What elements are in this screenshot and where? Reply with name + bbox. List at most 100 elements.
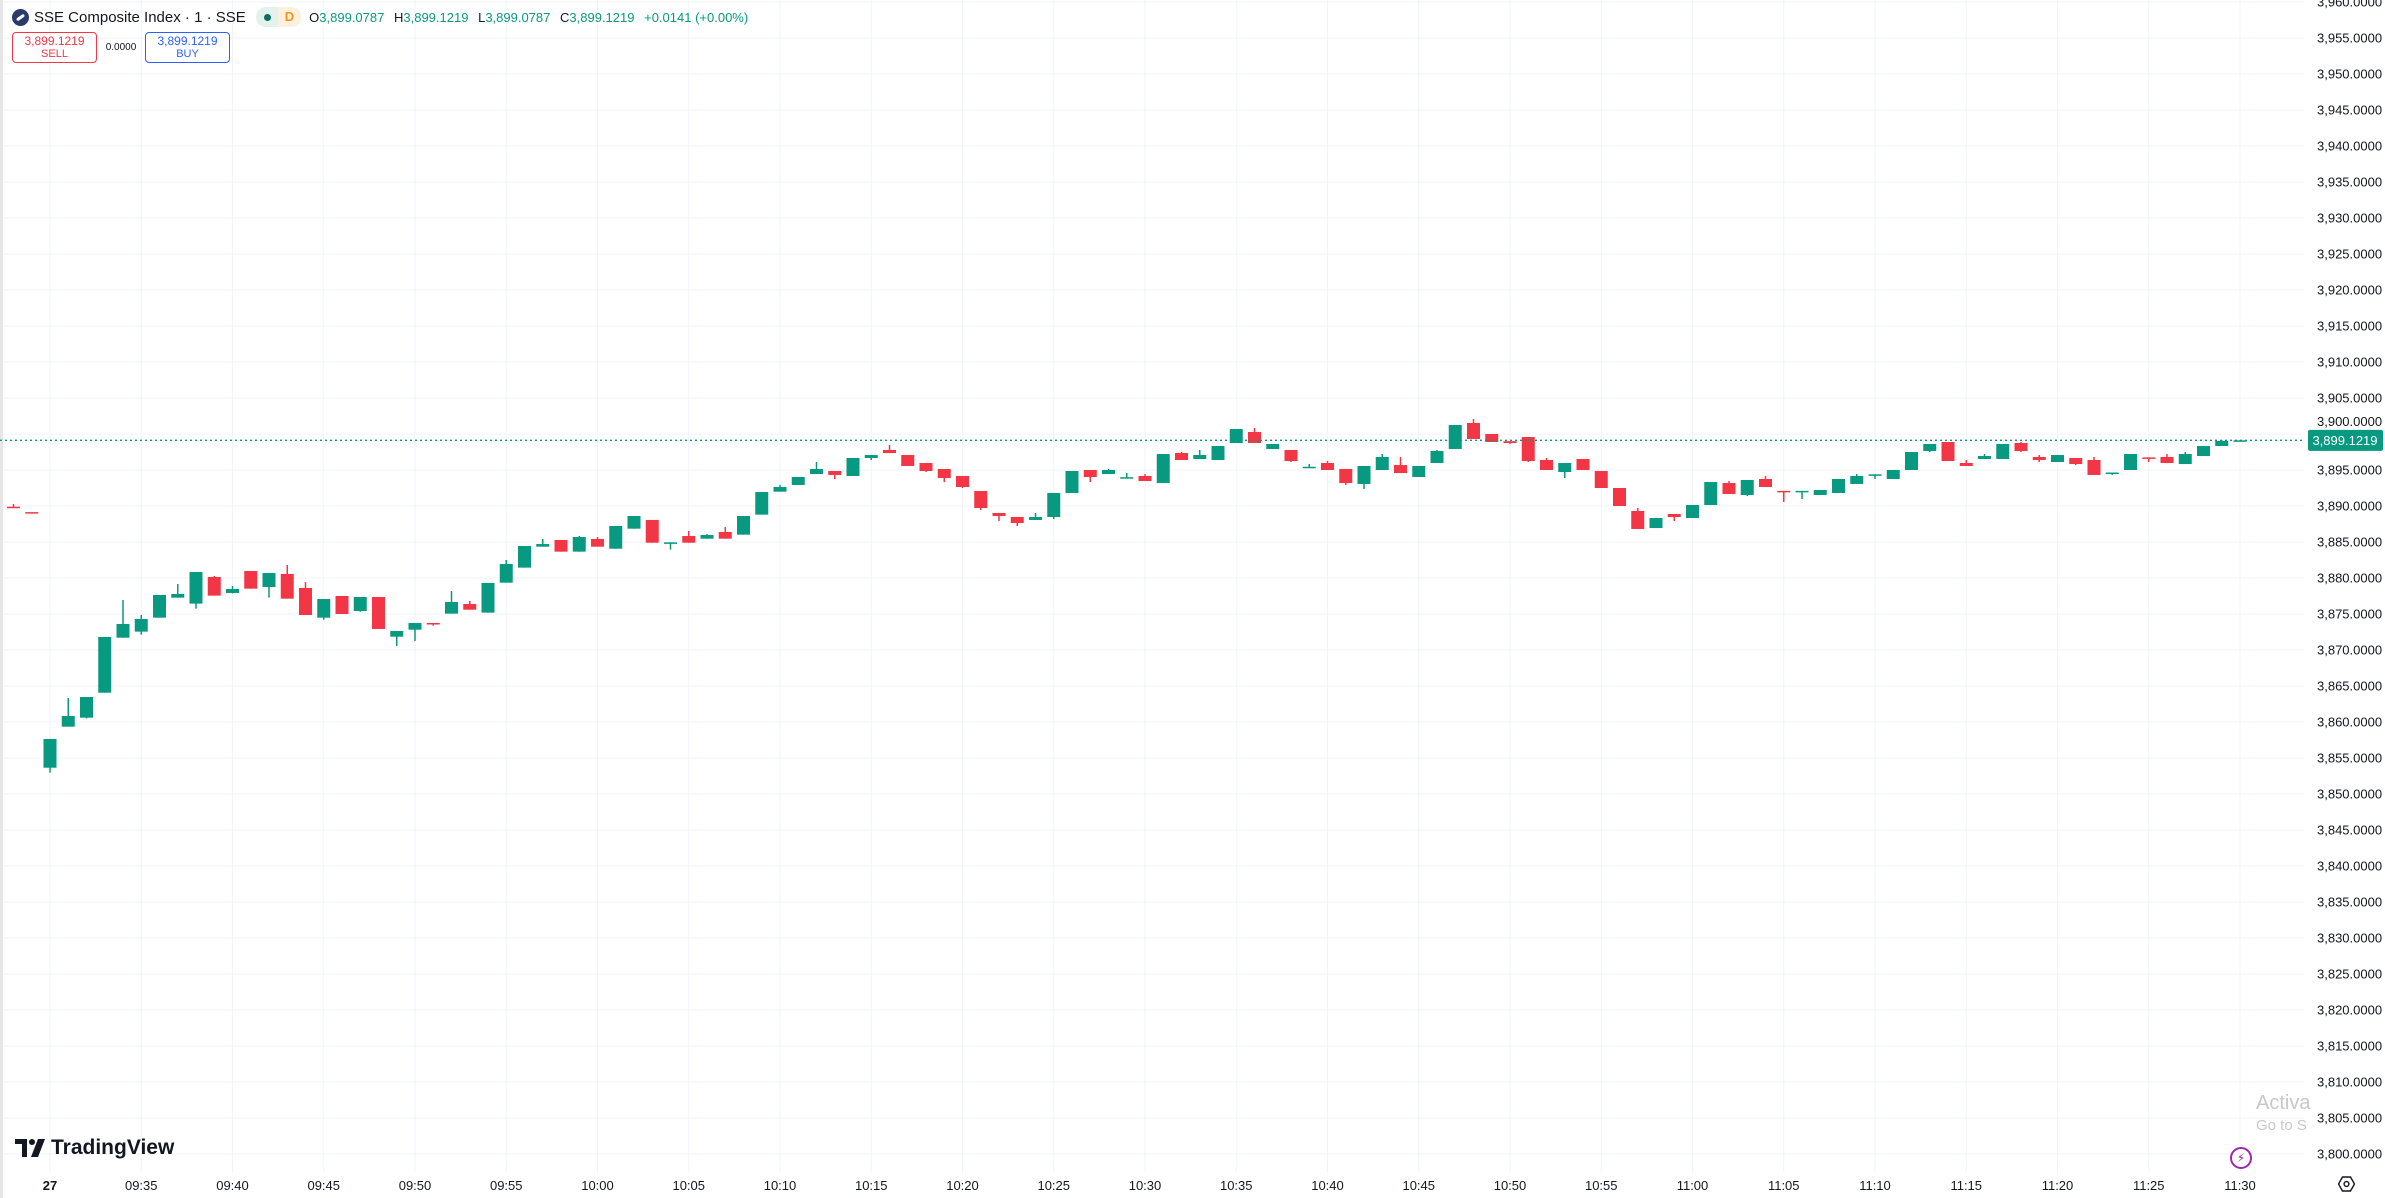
candle-body xyxy=(2215,440,2229,447)
candle xyxy=(1941,441,1955,461)
candle-body xyxy=(463,603,477,610)
candle-body xyxy=(1759,479,1772,487)
candle xyxy=(572,536,586,552)
candle-body xyxy=(1996,444,2010,459)
candle xyxy=(1613,488,1626,506)
candle xyxy=(2178,452,2192,465)
candle xyxy=(536,538,550,547)
candle xyxy=(645,519,659,543)
candle xyxy=(974,491,988,511)
candle xyxy=(518,546,531,568)
candle xyxy=(153,594,166,618)
candle xyxy=(1777,490,1791,502)
candle xyxy=(116,600,130,638)
candle xyxy=(2014,441,2028,452)
symbol-title[interactable]: SSE Composite Index · 1 · SSE xyxy=(34,8,246,26)
candle xyxy=(1813,490,1827,495)
tradingview-logo[interactable]: TradingView xyxy=(15,1136,174,1160)
candle-body xyxy=(299,588,312,616)
candle xyxy=(1175,452,1188,460)
candle xyxy=(1321,461,1334,470)
candle-body xyxy=(1868,474,1882,476)
candle-body xyxy=(1740,480,1754,495)
candle-body xyxy=(1576,458,1590,470)
y-tick-label: 3,960.0000 xyxy=(2317,0,2382,10)
candle-body xyxy=(2087,459,2101,475)
candle-body xyxy=(1667,513,1681,518)
y-tick-label: 3,810.0000 xyxy=(2317,1075,2382,1090)
price-axis[interactable]: 3,960.0000 3,955.0000 3,950.0000 3,945.0000… xyxy=(2317,0,2382,1162)
trade-buttons: 3,899.1219 SELL 0.0000 3,899.1219 BUY xyxy=(12,32,230,63)
y-tick-label: 3,925.0000 xyxy=(2317,247,2382,262)
candle-body xyxy=(554,539,568,552)
y-tick-label: 3,900.0000 xyxy=(2317,414,2382,429)
candle-body xyxy=(2014,443,2028,451)
candle xyxy=(1430,449,1444,464)
x-tick-label: 10:55 xyxy=(1585,1178,1618,1193)
candle xyxy=(1722,481,1736,494)
high-value: 3,899.1219 xyxy=(403,9,469,25)
candle-body xyxy=(481,582,495,613)
candle xyxy=(499,560,513,583)
open-value: 3,899.0787 xyxy=(319,9,385,25)
sell-label: SELL xyxy=(41,48,68,60)
market-status-badge[interactable]: D xyxy=(255,7,302,27)
candle xyxy=(664,542,677,550)
candle-body xyxy=(1266,444,1280,449)
y-tick-label: 3,815.0000 xyxy=(2317,1039,2382,1054)
y-tick-label: 3,845.0000 xyxy=(2317,823,2382,838)
candle xyxy=(2160,454,2174,464)
y-tick-label: 3,885.0000 xyxy=(2317,535,2382,550)
candle xyxy=(2124,454,2137,470)
candle-body xyxy=(153,594,166,618)
candle-body xyxy=(372,597,385,629)
candle-body xyxy=(883,449,896,454)
candle xyxy=(353,597,367,612)
candle xyxy=(1394,456,1407,474)
candles xyxy=(7,419,2247,773)
candle xyxy=(390,630,404,646)
candle-body xyxy=(737,516,750,535)
candle-body xyxy=(956,475,969,487)
candle xyxy=(481,582,495,613)
candle xyxy=(828,471,842,479)
candle xyxy=(1704,482,1718,505)
candle xyxy=(682,530,696,543)
candle xyxy=(1868,474,1882,479)
sse-logo-icon xyxy=(12,8,29,26)
settings-hexagon-icon[interactable] xyxy=(2338,1176,2355,1192)
candle-body xyxy=(1941,441,1955,461)
candle-body xyxy=(1248,431,1261,443)
candle-body xyxy=(572,537,586,552)
candle xyxy=(98,636,112,693)
buy-label: BUY xyxy=(176,48,199,60)
candle-body xyxy=(992,512,1006,517)
candle-body xyxy=(919,463,933,472)
x-tick-label: 10:25 xyxy=(1037,1178,1070,1193)
x-tick-label: 10:10 xyxy=(764,1178,797,1193)
candle-body xyxy=(171,593,185,598)
lightning-icon[interactable]: ⚡︎ xyxy=(2230,1147,2252,1169)
candle xyxy=(1649,518,1663,529)
data-delay-badge: D xyxy=(277,7,302,27)
candle-body xyxy=(1832,479,1845,493)
candle-body xyxy=(1448,425,1462,449)
candle xyxy=(1156,454,1170,484)
candle xyxy=(1631,508,1645,529)
watermark-line-2: Go to S xyxy=(2256,1117,2307,1134)
svg-text:3,899.1219: 3,899.1219 xyxy=(2312,433,2377,448)
candle-body xyxy=(974,491,988,509)
buy-button[interactable]: 3,899.1219 BUY xyxy=(145,32,230,63)
time-axis[interactable]: 27 09:35 09:40 09:45 09:50 09:55 10:00 10:05 10:… xyxy=(43,1178,2256,1193)
candle-body xyxy=(1722,483,1736,494)
candle xyxy=(992,512,1006,521)
candle-body xyxy=(1229,429,1243,443)
candle-body xyxy=(2160,456,2174,464)
close-value: 3,899.1219 xyxy=(569,9,635,25)
x-tick-label: 11:20 xyxy=(2042,1178,2074,1193)
sell-button[interactable]: 3,899.1219 SELL xyxy=(12,32,97,63)
candle-body xyxy=(2233,440,2247,442)
candle xyxy=(1978,454,1991,459)
candle-body xyxy=(98,636,112,693)
